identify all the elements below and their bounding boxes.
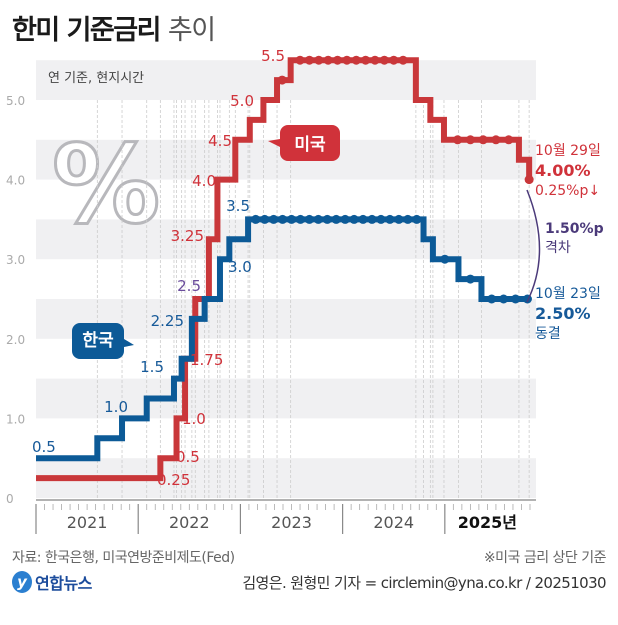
y-tick-label: 0 xyxy=(6,492,14,506)
us-change-label: 0.25%p↓ xyxy=(535,183,600,199)
us-rate-line xyxy=(36,57,533,482)
us-value-label: 1.0 xyxy=(182,410,206,428)
logo-text: 연합뉴스 xyxy=(35,574,92,593)
kr-rate-line xyxy=(36,216,530,462)
us-rate-value: 4.00% xyxy=(535,161,591,180)
x-tick-label: 2022 xyxy=(169,513,210,532)
kr-value-label: 3.0 xyxy=(228,258,252,276)
us-hold-dot xyxy=(453,135,463,145)
us-hold-dot xyxy=(361,55,371,65)
kr-value-label: 1.5 xyxy=(140,358,164,376)
kr-hold-dot xyxy=(260,214,270,224)
kr-hold-dot xyxy=(394,214,404,224)
us-hold-dot xyxy=(342,55,352,65)
kr-tag-bubble xyxy=(72,323,134,359)
title-light: 추이 xyxy=(167,15,216,46)
kr-hold-dot xyxy=(269,214,279,224)
kr-hold-dot xyxy=(440,254,450,264)
kr-hold-dot xyxy=(403,214,413,224)
us-hold-dot xyxy=(524,175,534,185)
gap-label: 격차 xyxy=(545,240,571,256)
grid-band xyxy=(36,378,536,419)
rate-chart: 연 기준, 현지시간% 0 1.0 2.0 3.0 4.0 5.0 2021 2022 2023 2… xyxy=(6,47,604,534)
us-hold-dot xyxy=(465,135,475,145)
kr-hold-dot xyxy=(358,214,368,224)
us-value-label: 4.0 xyxy=(192,172,216,190)
us-hold-dot xyxy=(379,55,389,65)
x-tick-label: 2023 xyxy=(271,513,312,532)
us-hold-dot xyxy=(491,135,501,145)
kr-hold-dot xyxy=(278,214,288,224)
kr-value-label: 1.0 xyxy=(104,398,128,416)
x-tick-label: 2025년 xyxy=(458,513,517,532)
kr-value-label: 2.25 xyxy=(151,312,184,330)
credit-text: 김영은. 원형민 기자 = circlemin@yna.co.kr / 2025… xyxy=(242,574,606,592)
page-title: 한미 기준금리 추이 xyxy=(12,8,216,47)
kr-hold-dot xyxy=(487,294,497,304)
kr-hold-dot xyxy=(367,214,377,224)
us-hold-dot xyxy=(504,135,514,145)
kr-hold-dot xyxy=(331,214,341,224)
yonhap-logo: y 연합뉴스 xyxy=(12,570,92,594)
note-text: ※미국 금리 상단 기준 xyxy=(483,550,607,566)
us-value-label: 1.75 xyxy=(190,351,223,369)
us-hold-dot xyxy=(304,55,314,65)
us-value-label: 5.5 xyxy=(261,47,285,65)
yonhap-logo-icon: y xyxy=(12,571,32,593)
gap-bracket xyxy=(526,189,541,303)
us-tag-label: 미국 xyxy=(294,135,326,155)
us-value-label: 4.5 xyxy=(208,132,232,150)
chart-subtitle: 연 기준, 현지시간 xyxy=(48,71,144,86)
x-tick-label: 2021 xyxy=(67,513,108,532)
us-value-label: 0.5 xyxy=(176,448,200,466)
kr-hold-dot xyxy=(465,274,475,284)
kr-value-label: 0.5 xyxy=(32,438,56,456)
kr-rate-value: 2.50% xyxy=(535,304,591,323)
us-hold-dot xyxy=(295,55,305,65)
us-hold-dot xyxy=(389,55,399,65)
us-value-label: 0.25 xyxy=(157,471,190,489)
us-hold-dot xyxy=(314,55,324,65)
us-hold-dot xyxy=(277,75,287,85)
us-value-label: 3.25 xyxy=(171,227,204,245)
kr-date-label: 10월 23일 xyxy=(535,286,601,302)
y-tick-label: 1.0 xyxy=(6,412,25,426)
kr-hold-dot xyxy=(340,214,350,224)
y-tick-label: 3.0 xyxy=(6,253,25,267)
title-bold: 한미 기준금리 xyxy=(12,15,161,46)
kr-hold-dot xyxy=(499,294,509,304)
kr-hold-dot xyxy=(412,214,422,224)
kr-hold-dot xyxy=(349,214,359,224)
kr-hold-dot xyxy=(287,214,297,224)
us-value-label: 2.5 xyxy=(177,277,201,295)
y-tick-label: 4.0 xyxy=(6,174,25,188)
y-tick-label: 5.0 xyxy=(6,94,25,108)
kr-hold-dot xyxy=(304,214,314,224)
gap-value: 1.50%p xyxy=(545,221,604,237)
kr-hold-dot xyxy=(376,214,386,224)
kr-hold-dot xyxy=(511,294,521,304)
kr-hold-dot xyxy=(251,214,261,224)
kr-hold-dot xyxy=(295,214,305,224)
source-text: 자료: 한국은행, 미국연방준비제도(Fed) xyxy=(12,550,235,566)
us-hold-dot xyxy=(351,55,361,65)
us-hold-dot xyxy=(478,135,488,145)
kr-change-label: 동결 xyxy=(535,326,561,342)
x-tick-label: 2024 xyxy=(373,513,414,532)
us-hold-dot xyxy=(333,55,343,65)
us-hold-dot xyxy=(323,55,333,65)
grid-band xyxy=(36,219,536,260)
us-date-label: 10월 29일 xyxy=(535,143,601,159)
us-hold-dot xyxy=(398,55,408,65)
percent-decoration-icon: % xyxy=(52,123,160,248)
us-hold-dot xyxy=(370,55,380,65)
us-value-label: 5.0 xyxy=(230,92,254,110)
kr-tag-label: 한국 xyxy=(82,331,114,351)
kr-hold-dot xyxy=(322,214,332,224)
kr-hold-dot xyxy=(313,214,323,224)
kr-value-label: 3.5 xyxy=(226,197,250,215)
kr-hold-dot xyxy=(385,214,395,224)
y-tick-label: 2.0 xyxy=(6,333,25,347)
us-tag-bubble xyxy=(268,125,340,161)
